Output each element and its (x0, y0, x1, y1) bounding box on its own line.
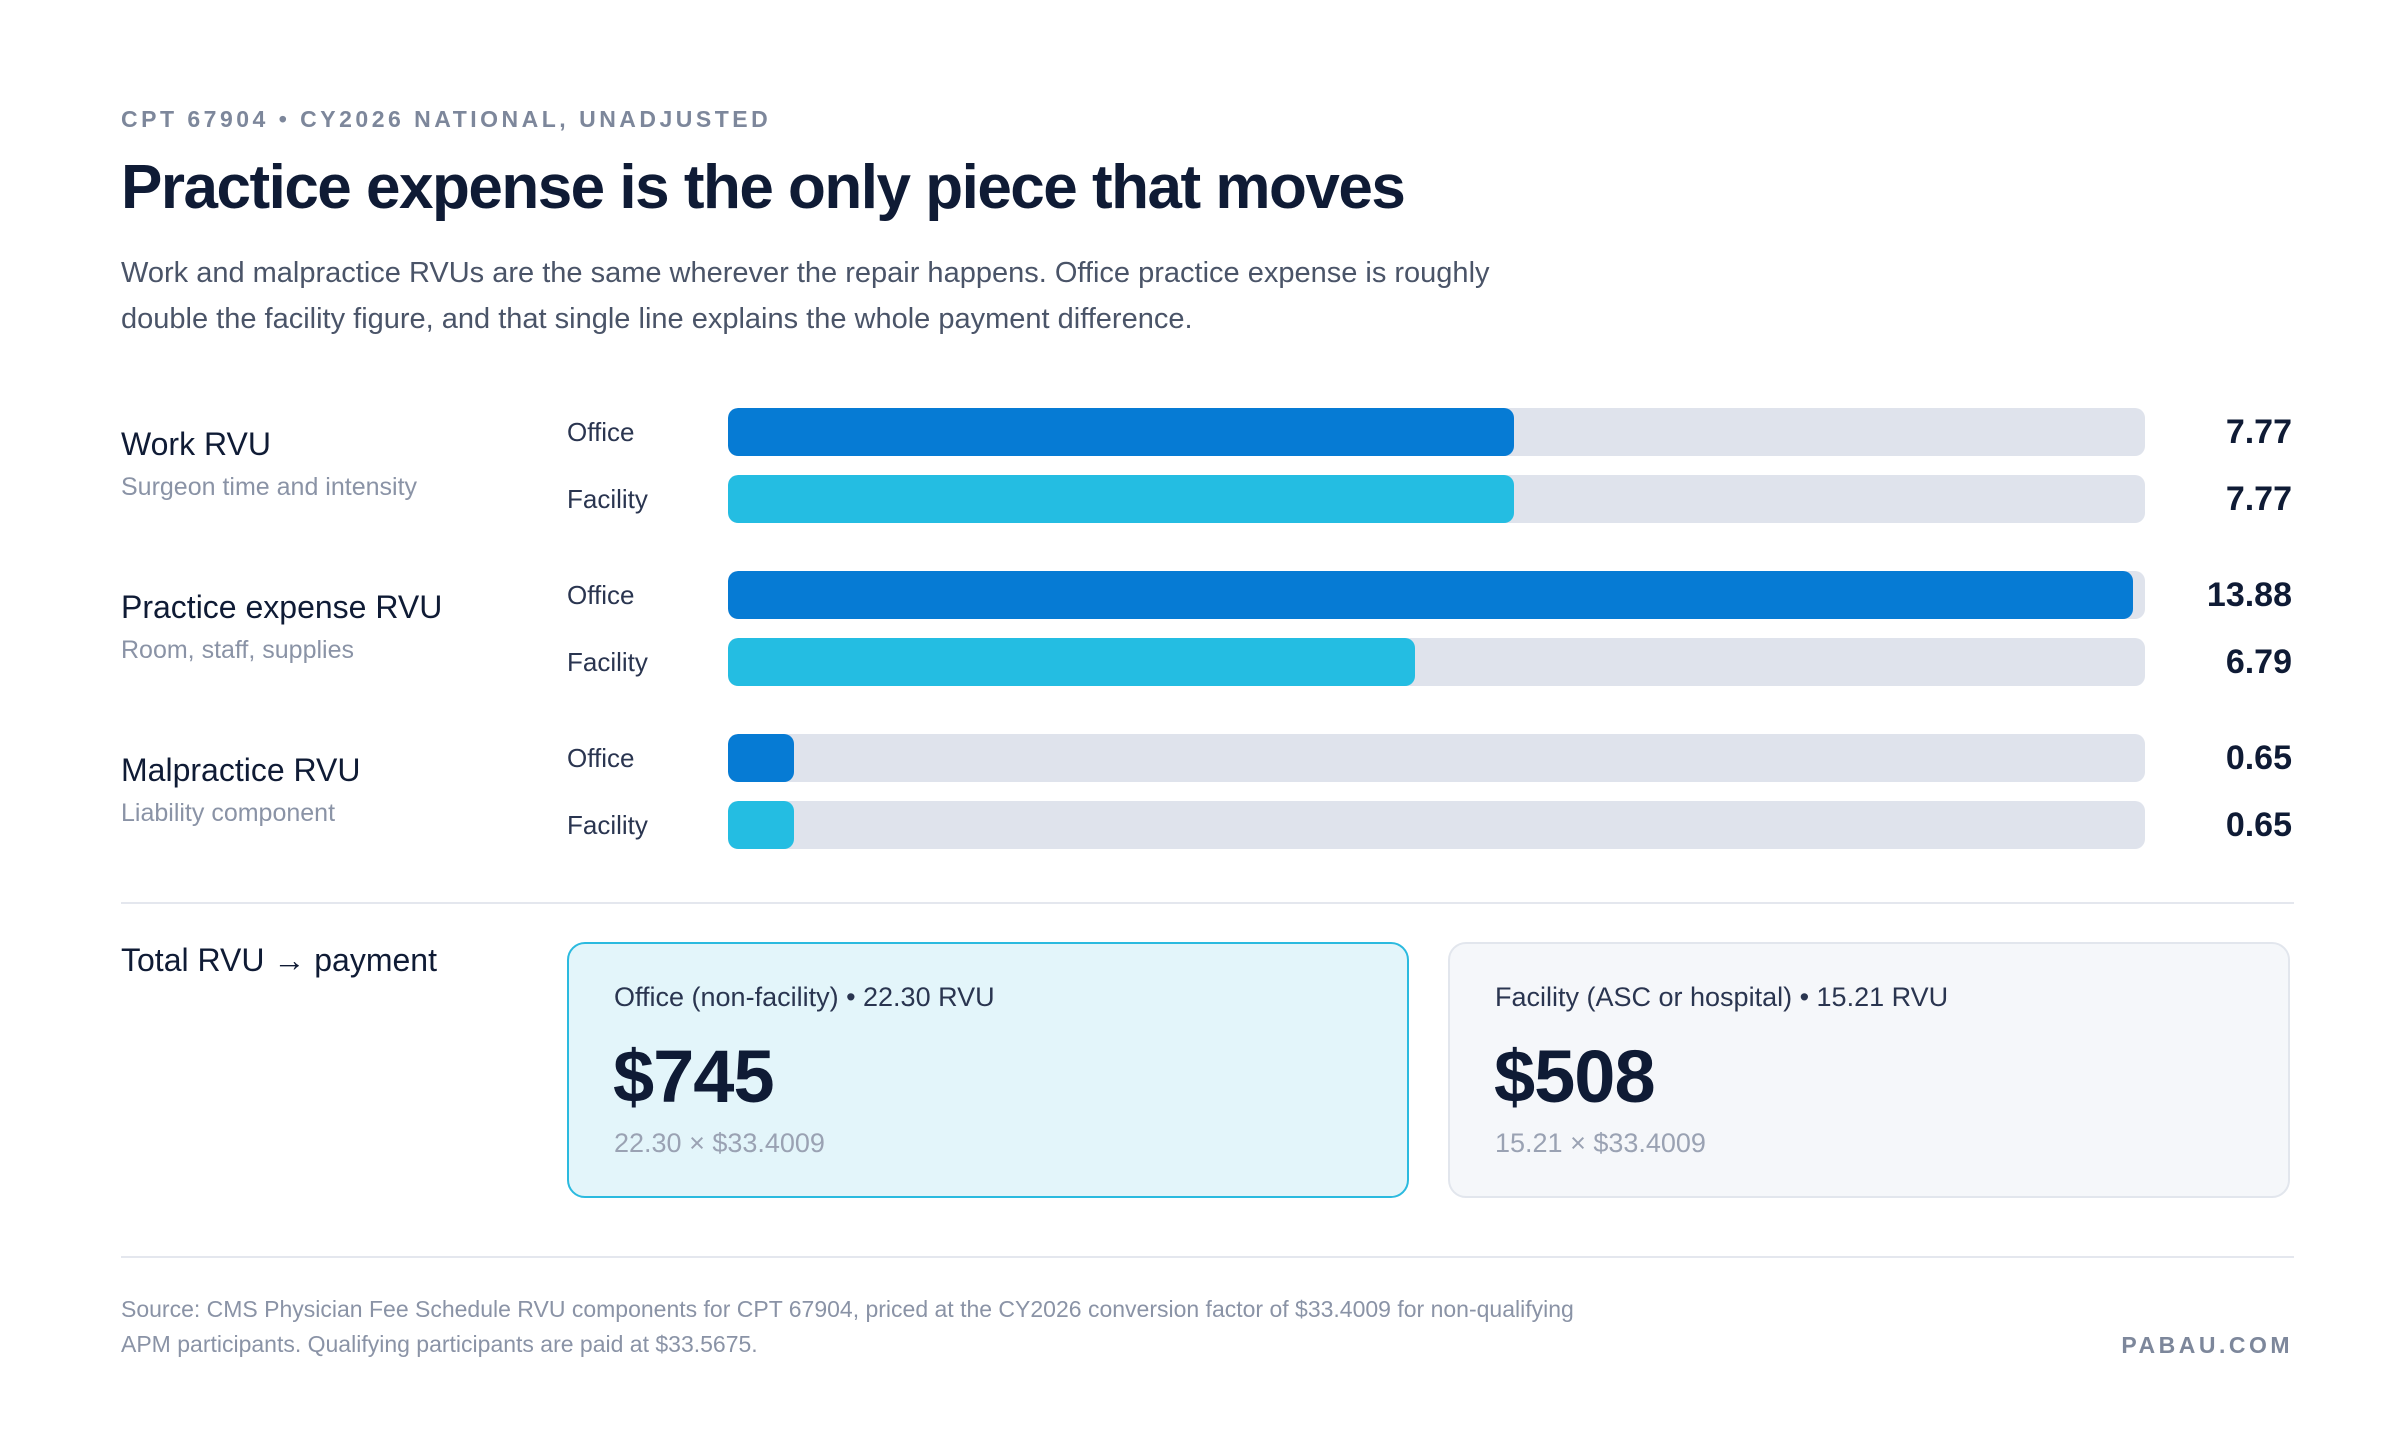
bar-office (728, 571, 2133, 619)
bar-label: Office (567, 417, 635, 447)
facility-card-amount: $508 (1494, 1035, 1656, 1118)
bar-facility (728, 475, 1514, 523)
bar-label: Facility (567, 810, 648, 840)
source-note: Source: CMS Physician Fee Schedule RVU c… (121, 1296, 1574, 1357)
group-label: Malpractice RVU Liability component (121, 752, 360, 828)
divider-bottom (121, 1256, 2294, 1258)
bar-label: Office (567, 580, 635, 610)
office-card-formula: 22.30 × $33.4009 (614, 1128, 825, 1158)
bar-row-office: Office 13.88 (567, 571, 2292, 619)
facility-card-formula: 15.21 × $33.4009 (1495, 1128, 1706, 1158)
group-name: Practice expense RVU (121, 589, 443, 625)
facility-card-heading: Facility (ASC or hospital) • 15.21 RVU (1495, 982, 1949, 1012)
bar-facility (728, 801, 794, 849)
bar-label: Facility (567, 647, 648, 677)
bar-value-label: 13.88 (2206, 576, 2292, 614)
bar-value-label: 0.65 (2225, 739, 2292, 777)
office-card-amount: $745 (613, 1035, 775, 1118)
bar-facility (728, 638, 1415, 686)
bar-row-office: Office 7.77 (567, 408, 2292, 456)
group-description: Surgeon time and intensity (121, 473, 418, 501)
total-label: Total RVU → payment (121, 942, 437, 978)
bar-track (728, 408, 2145, 456)
bar-value-label: 7.77 (2225, 413, 2292, 451)
divider-top (121, 902, 2294, 904)
bar-label: Office (567, 743, 635, 773)
bar-track (728, 571, 2145, 619)
bar-office (728, 734, 794, 782)
bar-row-office: Office 0.65 (567, 734, 2292, 782)
group-name: Work RVU (121, 426, 271, 462)
bar-track (728, 638, 2145, 686)
group-description: Room, staff, supplies (121, 636, 354, 664)
eyebrow: CPT 67904 • CY2026 NATIONAL, UNADJUSTED (121, 106, 772, 132)
office-card-heading: Office (non-facility) • 22.30 RVU (614, 982, 995, 1012)
bar-track (728, 475, 2145, 523)
subtitle: Work and malpractice RVUs are the same w… (121, 257, 1490, 335)
bar-row-facility: Facility 7.77 (567, 475, 2292, 523)
group-label: Practice expense RVU Room, staff, supplie… (121, 589, 442, 665)
brand-link[interactable]: PABAU.COM (2121, 1332, 2293, 1358)
bar-track (728, 734, 2145, 782)
group-name: Malpractice RVU (121, 752, 361, 788)
bar-label: Facility (567, 484, 648, 514)
bar-row-facility: Facility 6.79 (567, 638, 2292, 686)
group-label: Work RVU Surgeon time and intensity (121, 426, 417, 502)
bar-track (728, 801, 2145, 849)
bar-row-facility: Facility 0.65 (567, 801, 2292, 849)
bar-value-label: 0.65 (2225, 806, 2292, 844)
bar-value-label: 7.77 (2225, 480, 2292, 518)
bar-value-label: 6.79 (2225, 643, 2292, 681)
group-description: Liability component (121, 799, 336, 827)
office-payment-card: Office (non-facility) • 22.30 RVU $745 2… (567, 942, 1409, 1198)
bar-office (728, 408, 1514, 456)
facility-payment-card: Facility (ASC or hospital) • 15.21 RVU $… (1448, 942, 2290, 1198)
page-title: Practice expense is the only piece that … (121, 153, 1406, 222)
